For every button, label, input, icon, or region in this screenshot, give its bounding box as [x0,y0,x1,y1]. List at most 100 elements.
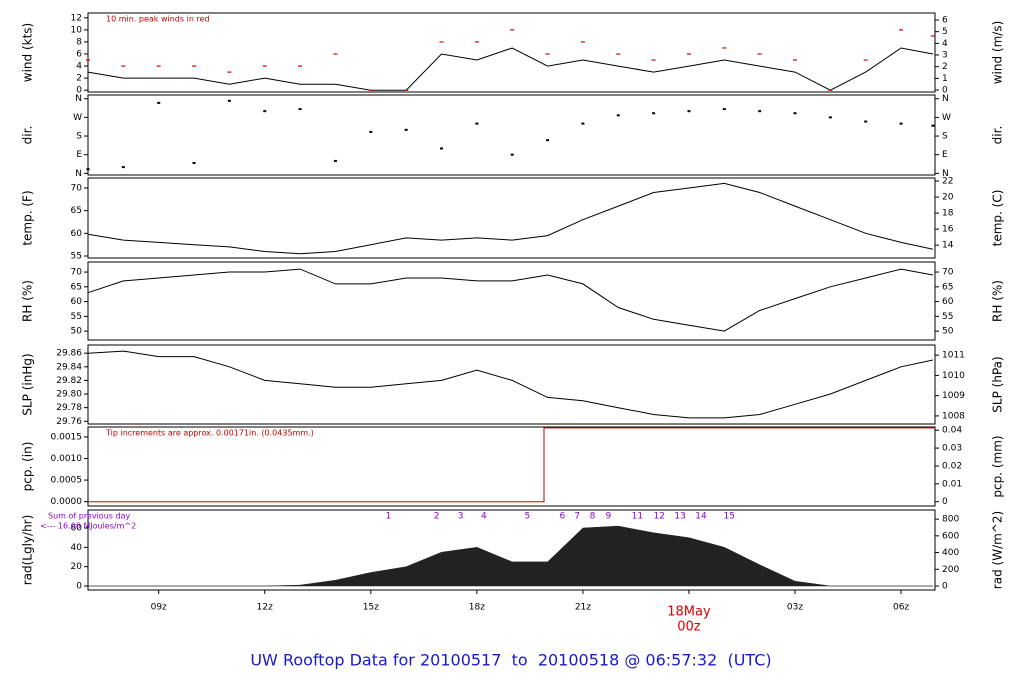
dir-point [793,112,797,115]
y-tick-label: 60 [71,297,83,307]
y-tick-label: N [75,94,82,104]
dir-point [263,110,267,113]
dir-point [475,122,479,125]
y-tick-label: 29.78 [56,403,82,413]
dir-point [758,110,762,113]
dir-point [369,130,373,133]
y2-tick-label: 800 [942,515,959,525]
dir-point [121,166,125,169]
y-tick-label: 0.0005 [51,476,83,486]
y-tick-label: 70 [71,268,83,278]
y-tick-label: 20 [71,562,83,572]
rad-area [87,525,934,587]
dir-point [510,153,514,156]
y-tick-label: 2 [76,74,82,84]
y2-tick-label: 0 [942,86,948,96]
y-tick-label: 65 [71,282,82,292]
x-tick-label: 21z [575,603,591,613]
annotation: 10 min. peak winds in red [106,15,210,24]
data-line [87,268,933,332]
y-tick-label: 8 [76,37,82,47]
y2-tick-label: 1010 [942,371,965,381]
data-line [87,182,934,255]
annotation: Sum of previous day [48,512,130,521]
data-line [88,427,935,503]
y2-tick-label: 18 [942,209,954,219]
panel-frame [87,177,936,259]
x-tick-label: 03z [787,603,803,613]
hour-mark: 13 [674,512,685,522]
dir-point [931,124,935,127]
y2-axis-label: temp. (C) [991,190,1005,247]
y-tick-label: 0.0000 [51,497,83,507]
panel-frame [87,12,936,93]
y-tick-label: 40 [71,543,83,553]
y2-tick-label: 22 [942,177,953,187]
x-tick-label: 09z [151,603,167,613]
y-tick-label: 0 [76,86,82,96]
y2-tick-label: 6 [942,16,948,26]
y2-tick-label: 1011 [942,351,965,361]
hour-mark: 7 [574,512,580,522]
x-tick-label: 06z [893,603,909,613]
hour-mark: 3 [458,512,464,522]
y2-tick-label: 2 [942,62,948,72]
y-tick-label: N [75,169,82,179]
hour-mark: 8 [590,512,596,522]
y2-tick-label: 0.02 [942,461,962,471]
dir-point [828,116,832,119]
y-axis-label: SLP (inHg) [21,353,35,415]
dir-point [86,168,90,171]
y-axis-label: RH (%) [21,280,35,322]
y-axis-label: pcp. (in) [21,442,35,492]
y-tick-label: S [76,132,82,142]
y-tick-label: 60 [71,523,83,533]
x-tick-label: 18z [469,603,485,613]
y2-axis-label: SLP (hPa) [991,356,1005,412]
dir-point [227,99,231,102]
y-tick-label: E [76,150,82,160]
hour-mark: 6 [560,512,566,522]
y2-tick-label: 70 [942,268,954,278]
hour-mark: 14 [695,512,707,522]
dir-point [440,147,444,150]
y-tick-label: 65 [71,206,82,216]
y2-tick-label: 50 [942,327,954,337]
y2-tick-label: N [942,94,949,104]
dir-point [652,112,656,115]
y2-tick-label: 400 [942,548,959,558]
x-tick-label: 15z [363,603,379,613]
y2-tick-label: 14 [942,241,954,251]
y-tick-label: 70 [71,183,83,193]
dir-point [899,122,903,125]
y-tick-label: 29.80 [56,390,82,400]
dir-point [333,159,337,162]
dir-point [192,161,196,164]
y-tick-label: 0 [76,582,82,592]
y2-tick-label: N [942,169,949,179]
hour-mark: 2 [434,512,440,522]
chart-title: UW Rooftop Data for 20100517 to 20100518… [250,651,771,670]
y-tick-label: 4 [76,62,82,72]
y2-tick-label: 5 [942,27,948,37]
dir-point [864,120,868,123]
y2-tick-label: 0 [942,497,948,507]
annotation: Tip increments are approx. 0.00171in. (0… [105,429,314,438]
y2-axis-label: wind (m/s) [991,21,1005,85]
y2-tick-label: 0.04 [942,426,962,436]
y2-tick-label: 4 [942,39,948,49]
y2-tick-label: 0.03 [942,444,962,454]
y-tick-label: 0.0015 [51,432,83,442]
dir-point [546,139,550,142]
y-tick-label: 55 [71,312,82,322]
hour-mark: 9 [605,512,611,522]
y-tick-label: 6 [76,50,82,60]
y-tick-label: 29.82 [56,376,82,386]
data-line [87,350,934,419]
y2-tick-label: 600 [942,531,959,541]
y-tick-label: W [73,113,82,123]
x-tick-label: 00z [677,620,701,635]
dir-point [404,128,408,131]
hour-mark: 12 [654,512,665,522]
